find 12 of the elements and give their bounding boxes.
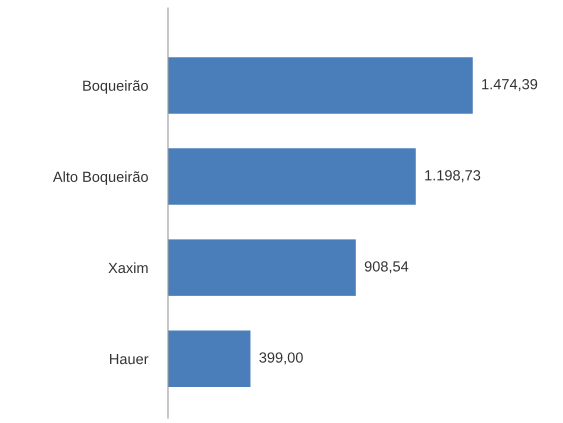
y-tick-label: Boqueirão xyxy=(83,80,148,94)
y-tick-label: Xaxim xyxy=(108,262,148,274)
data-label: 1.198,73 xyxy=(425,170,480,182)
bar xyxy=(168,330,250,388)
data-label: 1.474,39 xyxy=(482,79,538,92)
data-label: 399,00 xyxy=(259,352,303,364)
bar xyxy=(168,239,356,296)
y-tick-label: Alto Boqueirão xyxy=(52,171,148,185)
bar xyxy=(168,57,473,114)
y-tick-label: Hauer xyxy=(110,354,148,364)
data-label: 908,54 xyxy=(364,261,408,274)
bar xyxy=(168,148,416,205)
